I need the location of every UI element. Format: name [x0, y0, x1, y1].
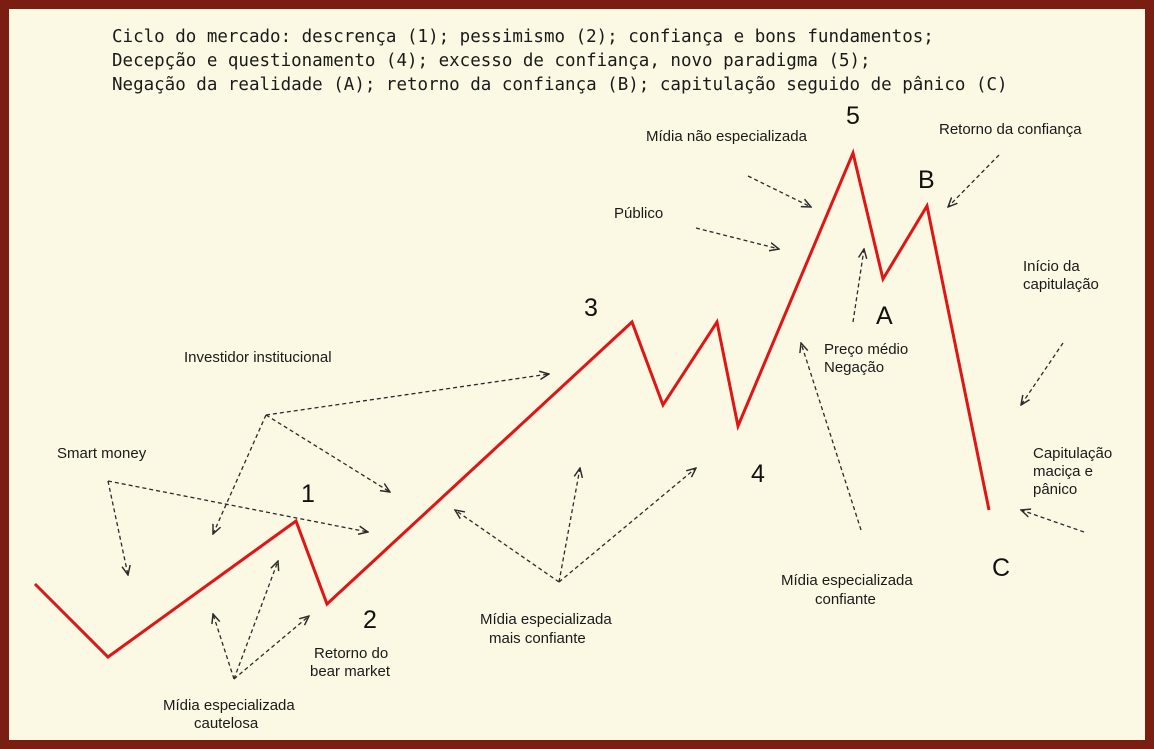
publico-label: Público — [614, 205, 663, 222]
preco-medio-label: Preço médio — [824, 341, 908, 358]
retorno-confianca-label: Retorno da confiança — [939, 121, 1082, 138]
point-4-label: 4 — [751, 460, 765, 488]
midia-confiante-label-line-1: Mídia especializada — [781, 572, 913, 589]
midia-nao-especializada-arrow — [747, 175, 811, 207]
point-b-label: B — [918, 166, 935, 194]
inicio-capitulacao-arrow — [1021, 342, 1064, 405]
midia-mais-confiante-label-line-2: mais confiante — [489, 630, 586, 647]
capitulacao-label-line-2: maciça e — [1033, 463, 1093, 480]
price-cycle-line — [33, 148, 991, 659]
midia-cautelosa-arrows — [213, 561, 309, 680]
point-5-label: 5 — [846, 102, 860, 130]
inicio-capitulacao-label-line-2: capitulação — [1023, 276, 1099, 293]
capitulacao-label-line-1: Capitulação — [1033, 445, 1112, 462]
point-1-label: 1 — [301, 480, 315, 508]
smart-money-label: Smart money — [57, 445, 147, 462]
header-line-1: Ciclo do mercado: descrença (1); pessimi… — [112, 27, 934, 47]
header-line-3: Negação da realidade (A); retorno da con… — [112, 75, 1008, 95]
retorno-confianca-arrow — [948, 154, 1000, 207]
midia-confiante-arrow — [801, 343, 862, 531]
capitulacao-label-line-3: pânico — [1033, 481, 1077, 498]
point-2-label: 2 — [363, 606, 377, 634]
midia-mais-confiante-arrows — [455, 468, 696, 583]
point-a-label: A — [876, 302, 893, 330]
point-c-label: C — [992, 554, 1010, 582]
midia-cautelosa-label-line-2: cautelosa — [194, 715, 259, 732]
header-line-2: Decepção e questionamento (4); excesso d… — [112, 51, 871, 71]
publico-arrow — [695, 227, 779, 249]
smart-money-arrows — [107, 480, 368, 575]
midia-mais-confiante-label-line-1: Mídia especializada — [480, 611, 612, 628]
midia-nao-especializada-label: Mídia não especializada — [646, 128, 808, 145]
investidor-institucional-label: Investidor institucional — [184, 349, 332, 366]
preco-medio-arrow — [852, 249, 864, 323]
midia-cautelosa-label-line-1: Mídia especializada — [163, 697, 295, 714]
negacao-label: Negação — [824, 359, 884, 376]
point-3-label: 3 — [584, 294, 598, 322]
inicio-capitulacao-label-line-1: Início da — [1023, 258, 1080, 275]
retorno-bear-label-line-2: bear market — [310, 663, 391, 680]
retorno-bear-label-line-1: Retorno do — [314, 645, 388, 662]
capitulacao-arrow — [1021, 510, 1085, 533]
investidor-institucional-arrows — [213, 374, 549, 534]
midia-confiante-label-line-2: confiante — [815, 591, 876, 608]
